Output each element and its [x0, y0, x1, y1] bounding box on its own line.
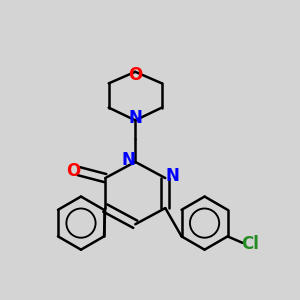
Text: N: N	[122, 151, 135, 169]
Text: Cl: Cl	[241, 235, 259, 253]
Text: N: N	[128, 109, 142, 127]
Text: O: O	[128, 66, 142, 84]
Text: O: O	[67, 162, 81, 180]
Text: N: N	[165, 167, 179, 185]
